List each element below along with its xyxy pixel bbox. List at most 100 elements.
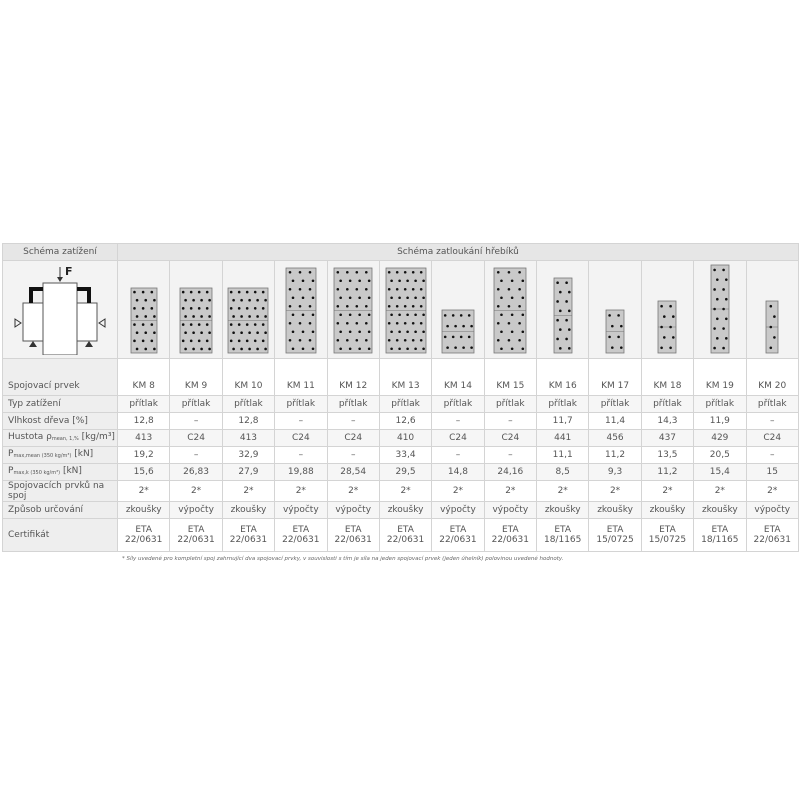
nail-dot xyxy=(200,298,203,302)
nail-dot xyxy=(511,279,514,283)
value-cell: přítlak xyxy=(535,395,590,413)
value-cell: 2* xyxy=(640,480,695,502)
nail-dot xyxy=(518,321,522,325)
nail-dot xyxy=(365,270,368,274)
pattern-cell xyxy=(745,260,799,359)
nail-dot xyxy=(507,287,511,291)
nail-dot xyxy=(230,290,233,294)
pattern-cell xyxy=(378,260,433,359)
nail-dot xyxy=(470,346,473,349)
value-cell: přítlak xyxy=(326,395,380,413)
row-label: Způsob určování xyxy=(2,501,118,519)
nail-dot xyxy=(389,296,393,300)
label-text: Vlhkost dřeva [%] xyxy=(8,416,88,426)
nail-dot xyxy=(397,313,401,317)
nail-dot xyxy=(521,330,525,334)
nail-dot xyxy=(246,307,249,310)
nail-dot xyxy=(722,327,725,330)
value-cell: ETA 22/0631 xyxy=(274,518,328,552)
nail-dot xyxy=(564,337,568,341)
nail-dot xyxy=(564,281,568,284)
value-cell: KM 20 xyxy=(745,358,799,396)
value-cell: 11,7 xyxy=(535,412,590,430)
nail-dot xyxy=(403,304,407,308)
nail-dot xyxy=(500,330,504,334)
label-text: Spojovací prvek xyxy=(8,381,80,391)
nail-dot xyxy=(467,314,471,317)
value-cell: zkoušky xyxy=(693,501,747,519)
header-cell: Schéma zatížení xyxy=(2,243,118,261)
nail-dot xyxy=(208,331,211,334)
value-cell: – xyxy=(483,412,538,430)
label-text: Certifikát xyxy=(8,530,50,540)
value-cell: přítlak xyxy=(483,395,538,413)
nail-dot xyxy=(238,339,241,343)
value-cell: ETA 22/0631 xyxy=(483,518,538,552)
nail-dot xyxy=(144,298,147,302)
value-cell: 11,2 xyxy=(640,463,695,481)
nail-dot xyxy=(419,338,423,342)
table-row: Certifikát ETA 22/0631 ETA 22/0631 ETA 22/0… xyxy=(2,518,799,552)
nail-dot xyxy=(462,346,465,349)
value-cell: – xyxy=(169,412,223,430)
value-cell: C24 xyxy=(483,429,538,447)
nail-dot xyxy=(368,347,371,351)
value-cell: 15 xyxy=(745,463,799,481)
value-cell: ETA 22/0631 xyxy=(169,518,223,552)
nail-dot xyxy=(262,339,265,343)
nail-dot xyxy=(349,330,352,334)
value-cell: ETA 15/0725 xyxy=(640,518,695,552)
nail-dot xyxy=(405,313,409,317)
value-cell: 11,2 xyxy=(588,446,642,464)
nail-dot xyxy=(264,298,268,302)
nail-dot xyxy=(355,270,359,274)
value-cell: 28,54 xyxy=(326,463,380,481)
nail-dot xyxy=(181,339,185,343)
value-cell: – xyxy=(431,446,485,464)
value-cell: přítlak xyxy=(221,395,276,413)
value-cell: KM 16 xyxy=(535,358,590,396)
nail-dot xyxy=(248,331,252,334)
nail-dot xyxy=(256,315,260,318)
value-cell: KM 18 xyxy=(640,358,695,396)
value-cell: – xyxy=(745,446,799,464)
scheme-shape xyxy=(29,287,91,303)
nail-dot xyxy=(150,307,153,310)
nail-dot xyxy=(152,298,156,302)
nail-dot xyxy=(564,300,568,303)
nail-dot xyxy=(500,296,504,300)
label-sub: max,mean (350 kg/m³) xyxy=(13,453,72,459)
picture-row: F xyxy=(2,260,799,359)
value-cell: přítlak xyxy=(693,395,747,413)
nail-dot xyxy=(336,270,340,274)
nail-dot xyxy=(521,313,525,317)
nail-dot xyxy=(189,323,193,326)
value-cell: ETA 22/0631 xyxy=(378,518,433,552)
value-cell: 2* xyxy=(693,480,747,502)
value-cell: 441 xyxy=(535,429,590,447)
header-row: Schéma zatížení Schéma zatloukání hřebíků xyxy=(2,243,799,261)
value-cell: 437 xyxy=(640,429,695,447)
nail-dot xyxy=(232,315,236,318)
nail-dot xyxy=(184,315,187,318)
value-cell: C24 xyxy=(431,429,485,447)
nail-dot xyxy=(150,323,153,326)
nail-dot xyxy=(669,346,673,350)
nail-dot xyxy=(713,268,716,272)
value-cell: 2* xyxy=(378,480,433,502)
load-scheme: F xyxy=(14,265,106,356)
value-cell: KM 11 xyxy=(274,358,328,396)
value-cell: 11,9 xyxy=(693,412,747,430)
scheme-shape xyxy=(42,282,78,356)
nail-dot xyxy=(497,304,500,308)
nail-dot xyxy=(470,324,473,328)
value-cell: 2* xyxy=(431,480,485,502)
nail-dot xyxy=(189,339,193,343)
nail-dot xyxy=(349,347,352,351)
nail-dot xyxy=(256,347,260,351)
value-cell: 13,5 xyxy=(640,446,695,464)
nail-dot xyxy=(411,270,415,274)
nail-dot xyxy=(451,314,455,317)
nail-dot xyxy=(558,309,562,313)
label-sub: mean, 1,% xyxy=(51,436,79,442)
